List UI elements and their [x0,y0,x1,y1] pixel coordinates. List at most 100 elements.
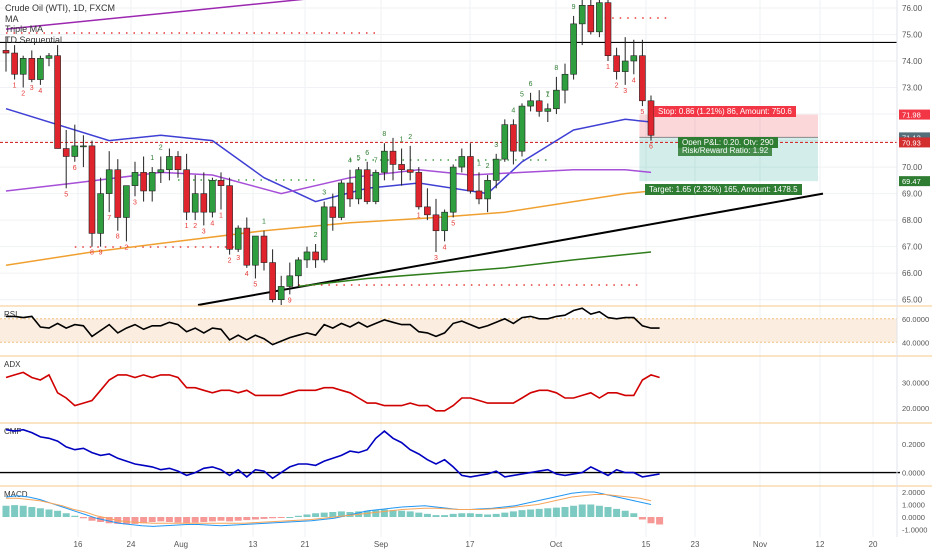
td-count-red: 2 [228,258,232,265]
x-tick-label: Nov [753,540,767,549]
macd-histogram-bar [552,507,560,517]
candle-body [28,58,36,80]
panel-label: MACD [4,490,28,499]
candle-body [252,235,259,266]
legend-symbol[interactable]: Crude Oil (WTI), 1D, FXCM [5,3,116,13]
macd-histogram-bar [613,508,621,517]
macd-histogram-bar [501,512,509,517]
candle-body [381,150,388,173]
open-pnl-label[interactable]: Open P&L: 0.20, Qty: 290 [678,137,778,148]
candle-body [475,190,483,200]
stop-label[interactable]: Stop: 0.86 (1.21%) 86, Amount: 750.6 [654,106,796,117]
macd-histogram-bar [79,517,87,519]
macd-histogram-bar [45,509,53,517]
macd-histogram-bar [432,515,440,517]
td-count-green: 8 [554,65,558,72]
td-count-red: 4 [632,77,636,84]
candle-body [54,55,61,149]
legend-td-sequential[interactable]: TD Sequential [5,34,63,45]
candle-body [449,166,457,213]
td-count-green: 8 [382,131,386,138]
chart-legend: Crude Oil (WTI), 1D, FXCM MA Triple MA T… [5,3,115,45]
candle-body [166,156,173,171]
macd-histogram-bar [148,517,156,522]
legend-triple-ma[interactable]: Triple MA [5,24,44,34]
panel-tick-label: -1.0000 [902,526,927,535]
price-tick-label: 73.00 [902,84,923,93]
candle-body [398,164,405,171]
candle-body [123,185,130,218]
td-count-green: 4 [511,107,515,114]
macd-histogram-bar [587,504,595,517]
moving-average-line [5,190,652,266]
candle-body [467,156,474,192]
td-count-green: 6 [365,150,369,157]
price-tick-label: 70.00 [902,163,923,172]
macd-signal-line [6,494,652,524]
panel-tick-label: 0.0000 [902,469,925,478]
macd-histogram-bar [54,510,62,517]
panel-tick-label: 0.0000 [902,513,925,522]
td-count-red: 4 [210,220,214,227]
target-label[interactable]: Target: 1.65 (2.32%) 165, Amount: 1478.5 [645,184,802,195]
candle-body [2,50,10,54]
td-count-red: 4 [443,244,447,251]
candle-body [329,206,337,218]
x-tick-label: Oct [550,540,563,549]
rsi-band [0,318,897,343]
candle-body [484,180,491,200]
candle-body [277,286,285,300]
macd-histogram-bar [19,505,27,517]
price-tag-label: 71.98 [902,111,921,120]
macd-histogram-bar [131,517,139,524]
candle-body [406,169,414,173]
candle-body [97,193,104,234]
price-tag-box [899,137,930,148]
td-count-green: 3 [322,190,326,197]
macd-histogram-bar [570,505,578,517]
candle-body [269,262,276,300]
moving-average-line [5,168,652,195]
td-count-green: 1 [546,91,550,98]
macd-histogram-bar [165,517,173,522]
x-tick-label: Sep [374,540,389,549]
macd-histogram-bar [260,517,268,519]
moving-average-line [5,107,652,203]
td-count-red: 4 [245,271,249,278]
candle-body [544,108,552,112]
candle-body [604,2,612,56]
x-tick-label: 21 [301,540,310,549]
trend-line [197,192,824,306]
candle-body [45,55,53,59]
td-count-green: 5 [520,91,524,98]
legend-ma[interactable]: MA [5,13,19,24]
macd-histogram-bar [251,517,259,520]
td-count-red: 3 [133,199,137,206]
x-tick-label: 13 [249,540,258,549]
macd-histogram-bar [389,510,397,517]
candle-body [11,52,18,75]
macd-histogram-bar [217,517,225,521]
macd-histogram-bar [630,513,638,517]
td-count-red: 5 [640,109,644,116]
macd-histogram-bar [337,511,345,517]
candle-body [639,55,646,102]
td-count-red: 6 [73,165,77,172]
td-count-red: 7 [107,215,111,222]
td-count-green: 1 [477,160,481,167]
candle-body [260,235,268,263]
price-tick-label: 75.00 [902,30,923,39]
macd-histogram-bar [277,517,285,518]
macd-histogram-bar [535,508,543,517]
td-count-red: 1 [219,213,223,220]
td-count-green: 1 [400,137,404,144]
candle-body [226,185,233,250]
price-tag-label: 70.93 [902,138,921,147]
panel-tick-label: 20.0000 [902,404,929,413]
x-tick-label: 24 [127,540,136,549]
td-count-red: 4 [38,88,42,95]
candle-body [518,105,526,152]
macd-histogram-bar [303,514,311,517]
candle-body [346,182,354,200]
